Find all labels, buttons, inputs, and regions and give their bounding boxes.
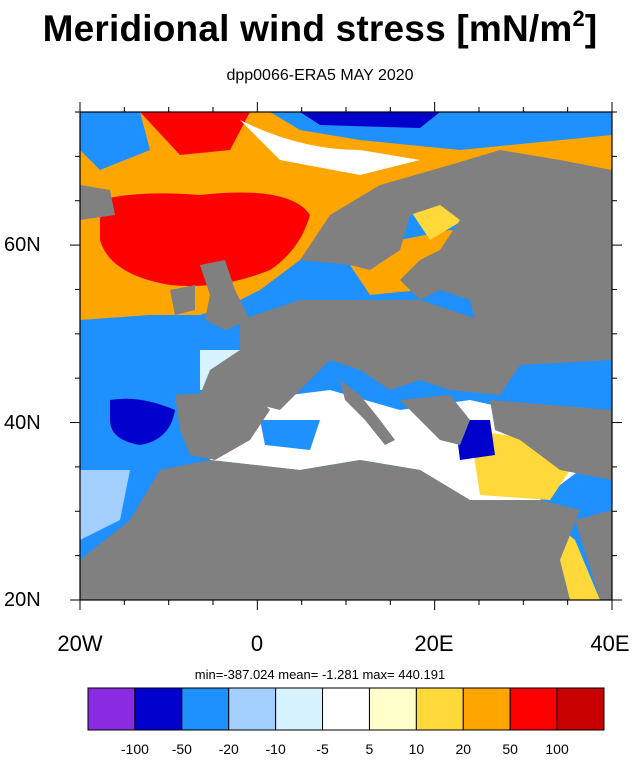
- colorbar-swatch: [368, 687, 417, 731]
- colorbar-swatch: [275, 687, 324, 731]
- colorbar-swatch: [228, 687, 277, 731]
- colorbar-swatch: [181, 687, 230, 731]
- stress-region-west-med: [260, 420, 320, 450]
- colorbar-swatch: [556, 687, 605, 731]
- colorbar-label: -20: [218, 741, 239, 757]
- title-end: ]: [584, 8, 598, 49]
- map-ticks: [70, 102, 622, 610]
- lat-label-60n: 60N: [4, 234, 41, 256]
- stress-region-top-red: [140, 112, 250, 155]
- lon-label-40e: 40E: [590, 631, 630, 656]
- stress-region-max: [100, 192, 310, 286]
- stress-band-white: [240, 120, 420, 175]
- colorbar-swatch: [322, 687, 370, 731]
- stress-region-top-darkblue: [300, 112, 440, 128]
- stress-region-top-blue: [80, 112, 150, 170]
- stats-line: min=-387.024 mean= -1.281 max= 440.191: [194, 667, 446, 682]
- stress-region-black-sea: [510, 360, 610, 410]
- colorbar-label: 10: [408, 741, 425, 757]
- lat-label-40n: 40N: [4, 412, 41, 434]
- colorbar-label: -10: [265, 741, 286, 757]
- stress-region-iberian-low: [110, 398, 175, 445]
- subtitle: dpp0066-ERA5 MAY 2020: [226, 67, 414, 84]
- land-masses: [80, 150, 612, 600]
- page-title: Meridional wind stress [mN/m2]: [0, 6, 640, 50]
- colorbar-label: 50: [502, 741, 518, 757]
- colorbar-label: 100: [545, 741, 569, 757]
- colorbar-label: 20: [455, 741, 472, 757]
- stress-region-canary: [80, 470, 130, 540]
- colorbar-swatch: [134, 687, 183, 731]
- lon-label-0: 0: [250, 631, 264, 656]
- colorbar-swatch: [415, 687, 464, 731]
- colorbar-swatch: [462, 687, 511, 731]
- lon-label-20w: 20W: [57, 631, 103, 656]
- colorbar-label: -50: [171, 741, 192, 757]
- colorbar-swatch: [509, 687, 558, 731]
- colorbar-swatch: [87, 687, 136, 731]
- title-superscript: 2: [572, 6, 585, 31]
- colorbar-label: -100: [120, 741, 149, 757]
- colorbar-label: 5: [365, 741, 374, 757]
- lon-label-20e: 20E: [414, 631, 454, 656]
- lat-label-20n: 20N: [4, 589, 41, 611]
- colorbar-label: -5: [316, 741, 329, 757]
- title-main: Meridional wind stress [mN/m: [42, 8, 573, 49]
